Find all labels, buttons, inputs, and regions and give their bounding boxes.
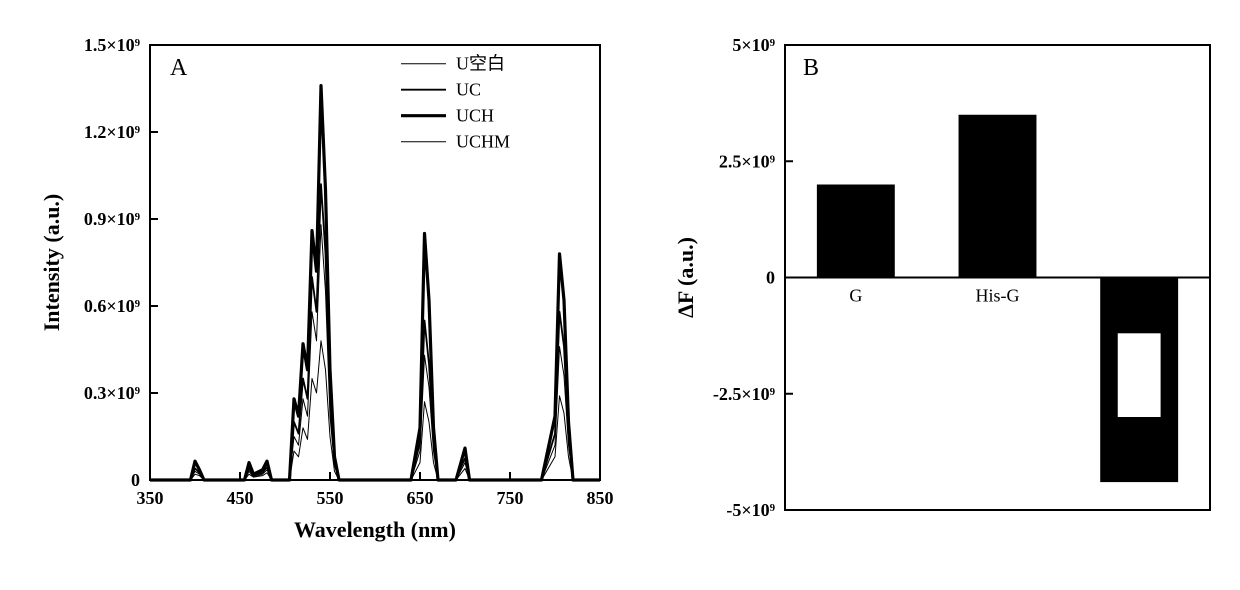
svg-text:5×10⁹: 5×10⁹ xyxy=(732,35,775,55)
svg-text:-5×10⁹: -5×10⁹ xyxy=(726,500,775,520)
svg-text:0: 0 xyxy=(766,268,775,288)
panel-b-svg: -5×10⁹ -2.5×10⁹ 0 2.5×10⁹ 5×10⁹ G His-G M-His-G… xyxy=(665,25,1225,540)
svg-text:350: 350 xyxy=(137,488,164,508)
svg-text:1.5×10⁹: 1.5×10⁹ xyxy=(84,35,141,55)
svg-text:450: 450 xyxy=(227,488,254,508)
svg-text:A: A xyxy=(170,55,188,81)
svg-text:M-His-G: M-His-G xyxy=(1106,286,1172,306)
svg-text:0.9×10⁹: 0.9×10⁹ xyxy=(84,209,141,229)
svg-text:B: B xyxy=(803,55,819,81)
svg-text:UC: UC xyxy=(456,80,481,100)
svg-text:Wavelength (nm): Wavelength (nm) xyxy=(294,517,456,542)
svg-text:ΔF (a.u.): ΔF (a.u.) xyxy=(673,237,698,318)
svg-text:1.2×10⁹: 1.2×10⁹ xyxy=(84,122,141,142)
svg-text:Intensity (a.u.): Intensity (a.u.) xyxy=(39,194,64,332)
panel-a-svg: 350 450 550 650 750 850 0 0.3×10⁹ 0.6×10⁹ 0.9×10⁹… xyxy=(35,25,615,555)
figure-wrap: { "panelA":{ "type":"line", "label":"A",… xyxy=(0,0,1240,590)
svg-text:0: 0 xyxy=(131,470,140,490)
svg-text:750: 750 xyxy=(497,488,524,508)
svg-text:550: 550 xyxy=(317,488,344,508)
svg-text:His-G: His-G xyxy=(976,286,1020,306)
svg-text:G: G xyxy=(849,286,862,306)
svg-text:UCHM: UCHM xyxy=(456,132,510,152)
svg-text:UCH: UCH xyxy=(456,106,494,126)
svg-text:650: 650 xyxy=(407,488,434,508)
svg-text:-2.5×10⁹: -2.5×10⁹ xyxy=(713,384,776,404)
svg-text:0.6×10⁹: 0.6×10⁹ xyxy=(84,296,141,316)
svg-text:850: 850 xyxy=(587,488,614,508)
svg-text:2.5×10⁹: 2.5×10⁹ xyxy=(719,151,776,171)
svg-text:0.3×10⁹: 0.3×10⁹ xyxy=(84,383,141,403)
svg-text:U空白: U空白 xyxy=(456,54,505,74)
